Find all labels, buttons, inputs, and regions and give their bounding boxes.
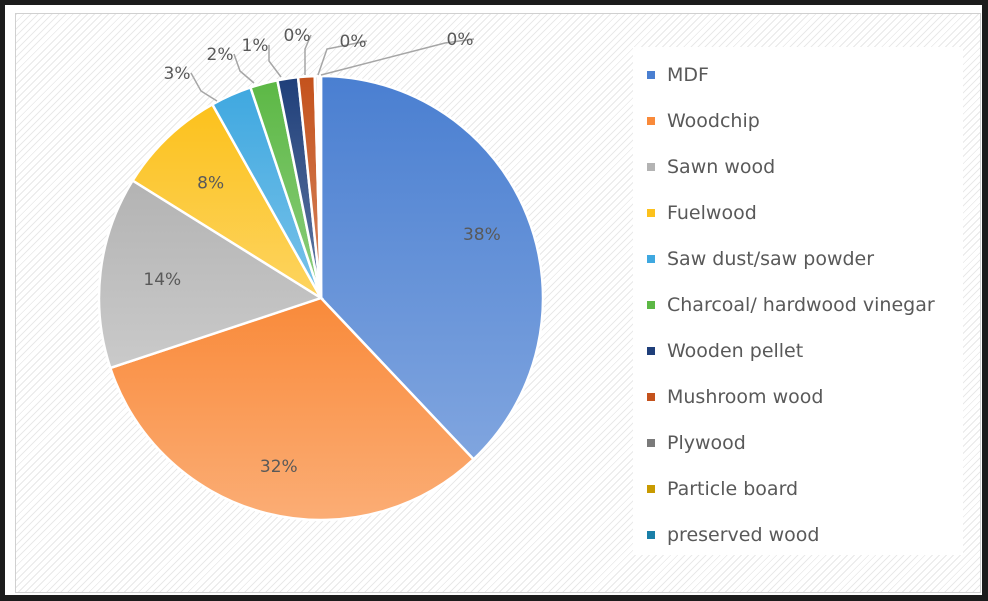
data-label-mdf: 38% [463, 225, 501, 245]
data-label-saw-dust-saw-powder: 3% [164, 64, 191, 84]
legend-label-mdf: MDF [667, 64, 709, 86]
legend-item-plywood: Plywood [647, 431, 746, 455]
legend-label-saw-dust-saw-powder: Saw dust/saw powder [667, 248, 875, 270]
data-label-plywood: 0% [340, 32, 367, 52]
legend-label-charcoal-hardwood-vinegar: Charcoal/ hardwood vinegar [667, 294, 935, 316]
pie-slice-fuelwood [130, 102, 323, 300]
leader-line-charcoal-hardwood-vinegar [233, 53, 255, 84]
pie-slice-mdf [319, 74, 545, 462]
leader-line-particle-board [320, 38, 475, 76]
data-label-particle-board: 0% [447, 30, 474, 50]
legend-swatch-fuelwood [647, 209, 655, 217]
legend-item-mushroom-wood: Mushroom wood [647, 385, 823, 409]
legend-swatch-woodchip [647, 117, 655, 125]
legend-swatch-saw-dust-saw-powder [647, 255, 655, 263]
chart-frame: 38% 32% 14% 8% 3% 2% 1% 0% 0% 0% MDF Woodchip Sawn … [5, 5, 982, 595]
leader-line-saw-dust-saw-powder [190, 72, 218, 102]
legend: MDF Woodchip Sawn wood Fuelwood Saw dust/saw… [633, 47, 963, 555]
legend-swatch-mushroom-wood [647, 393, 655, 401]
leader-line-wooden-pellet [268, 45, 282, 78]
legend-swatch-particle-board [647, 485, 655, 493]
legend-item-sawn-wood: Sawn wood [647, 155, 775, 179]
legend-item-preserved-wood: preserved wood [647, 523, 819, 547]
legend-item-wooden-pellet: Wooden pellet [647, 339, 803, 363]
legend-label-particle-board: Particle board [667, 478, 799, 500]
pie-chart: 38% 32% 14% 8% 3% 2% 1% 0% 0% 0% [97, 26, 545, 522]
data-label-charcoal-hardwood-vinegar: 2% [207, 45, 234, 65]
pie-slice-woodchip [108, 296, 476, 522]
legend-label-fuelwood: Fuelwood [667, 202, 757, 224]
legend-item-saw-dust-saw-powder: Saw dust/saw powder [647, 247, 874, 271]
legend-swatch-plywood [647, 439, 655, 447]
legend-swatch-sawn-wood [647, 163, 655, 171]
data-label-fuelwood: 8% [197, 173, 224, 193]
data-label-woodchip: 32% [260, 457, 298, 477]
legend-item-fuelwood: Fuelwood [647, 201, 757, 225]
legend-swatch-charcoal-hardwood-vinegar [647, 301, 655, 309]
data-label-wooden-pellet: 1% [242, 36, 269, 56]
pie-slice-preserved-wood [318, 74, 323, 299]
pie-slice-sawn-wood [97, 178, 324, 370]
legend-item-woodchip: Woodchip [647, 109, 760, 133]
leader-line-plywood [317, 40, 368, 76]
data-label-sawn-wood: 14% [143, 270, 181, 290]
legend-swatch-wooden-pellet [647, 347, 655, 355]
legend-item-charcoal-hardwood-vinegar: Charcoal/ hardwood vinegar [647, 293, 935, 317]
legend-label-wooden-pellet: Wooden pellet [667, 340, 804, 362]
legend-label-mushroom-wood: Mushroom wood [667, 386, 824, 408]
legend-label-sawn-wood: Sawn wood [667, 156, 776, 178]
legend-label-woodchip: Woodchip [667, 110, 760, 132]
data-label-mushroom-wood: 0% [284, 26, 311, 46]
legend-item-mdf: MDF [647, 63, 709, 87]
leader-line-mushroom-wood [304, 34, 312, 75]
legend-swatch-mdf [647, 71, 655, 79]
legend-item-particle-board: Particle board [647, 477, 798, 501]
legend-label-preserved-wood: preserved wood [667, 524, 820, 546]
legend-label-plywood: Plywood [667, 432, 746, 454]
legend-swatch-preserved-wood [647, 531, 655, 539]
